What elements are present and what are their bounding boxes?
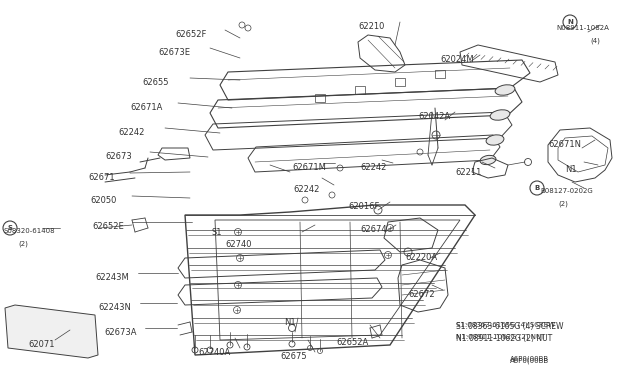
Text: 62675: 62675 [280,352,307,361]
Text: N: N [567,19,573,25]
Text: 62673E: 62673E [158,48,190,57]
Ellipse shape [480,155,496,165]
Text: A6P0(00BB: A6P0(00BB [510,356,549,362]
Text: 62220A: 62220A [405,253,437,262]
Ellipse shape [490,110,510,120]
Text: 62242: 62242 [360,163,387,172]
Text: 62671A: 62671A [130,103,163,112]
Text: 62671: 62671 [88,173,115,182]
Text: 62210: 62210 [358,22,385,31]
Text: 62652E: 62652E [92,222,124,231]
Text: 62071: 62071 [28,340,54,349]
Ellipse shape [486,135,504,145]
Text: 62671M: 62671M [292,163,326,172]
Text: 62671N: 62671N [548,140,581,149]
Text: 62655: 62655 [142,78,168,87]
Text: B08127-0202G: B08127-0202G [540,188,593,194]
Text: 62242: 62242 [293,185,319,194]
Text: S: S [8,225,13,231]
Text: N1: N1 [284,318,296,327]
Text: 62243M: 62243M [95,273,129,282]
Text: A6P0(00BB: A6P0(00BB [510,358,549,365]
Text: N1:08911-1062G (2) NUT: N1:08911-1062G (2) NUT [456,334,545,340]
Text: (2): (2) [18,240,28,247]
Text: 62242: 62242 [118,128,145,137]
Text: N1:08911-1062G (2) NUT: N1:08911-1062G (2) NUT [456,334,552,343]
Text: 62211: 62211 [455,168,481,177]
Text: 62673A: 62673A [104,328,136,337]
Polygon shape [5,305,98,358]
Text: B: B [534,185,540,191]
Text: (4): (4) [590,37,600,44]
Text: 62024M: 62024M [440,55,474,64]
Text: S1: S1 [212,228,223,237]
Text: 62652A: 62652A [336,338,368,347]
Ellipse shape [495,85,515,95]
Text: 62672: 62672 [408,290,435,299]
Text: N1: N1 [565,165,577,174]
Text: 62652F: 62652F [175,30,206,39]
Text: S1:08363-6165G (4) SCREW: S1:08363-6165G (4) SCREW [456,322,563,331]
Text: 62042A: 62042A [418,112,450,121]
Text: 62740: 62740 [225,240,252,249]
Text: 62673: 62673 [105,152,132,161]
Text: (2): (2) [558,200,568,206]
Text: N08911-1082A: N08911-1082A [556,25,609,31]
Text: S08320-61408: S08320-61408 [4,228,56,234]
Text: 62740A: 62740A [198,348,230,357]
Text: 62243N: 62243N [98,303,131,312]
Text: 62674: 62674 [360,225,387,234]
Text: S1:08363-6165G (4) SCREW: S1:08363-6165G (4) SCREW [456,322,555,328]
Text: 62050: 62050 [90,196,116,205]
Text: 62016F: 62016F [348,202,380,211]
